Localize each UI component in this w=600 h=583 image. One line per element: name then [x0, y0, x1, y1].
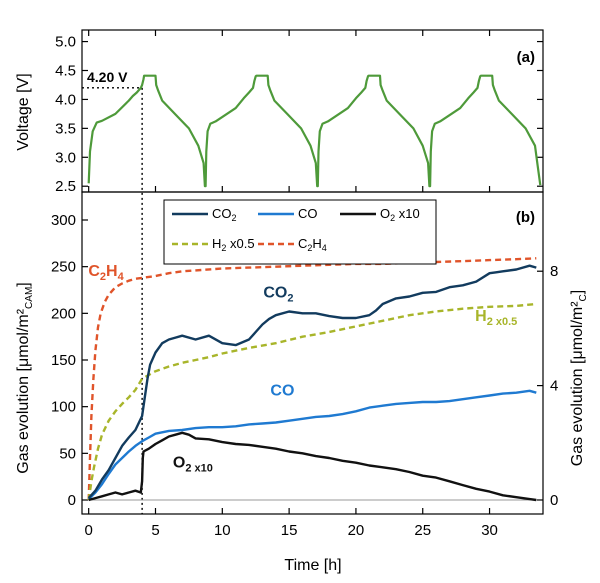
gas-ytick-label: 200 [51, 305, 76, 322]
legend-sub2: 4 [322, 243, 327, 253]
legend-label-co: CO [298, 206, 318, 221]
voltage-ytick-label: 4.5 [55, 63, 76, 80]
legend-sub: 2 [307, 243, 312, 253]
time-xtick-label: 30 [481, 522, 498, 539]
time-axis-title: Time [h] [284, 557, 341, 574]
time-xtick-label: 15 [281, 522, 298, 539]
gas-ytick-label: 0 [68, 492, 76, 509]
gas-carbon-axis-title: Gas evolution [μmol/m²C] [569, 290, 589, 467]
legend-label-c2h4: C2H4 [298, 236, 327, 253]
annotation-main: CO [270, 382, 294, 399]
time-xtick-label: 20 [348, 522, 365, 539]
voltage-ytick-label: 2.5 [55, 178, 76, 195]
time-xtick-label: 10 [214, 522, 231, 539]
gas-ytick-label: 300 [51, 212, 76, 229]
gas-carbon-ytick-label: 8 [550, 263, 558, 280]
legend-main: O [380, 206, 390, 221]
legend-label-h2: H2 x0.5 [212, 236, 255, 253]
annotation-h2: H2 x0.5 [475, 308, 517, 328]
legend-box [163, 199, 437, 265]
legend-suffix: x10 [395, 206, 420, 221]
annotation-c2h4: C2H4 [88, 263, 124, 283]
gas-ytick-label: 250 [51, 259, 76, 276]
series-line-co [87, 389, 537, 500]
annotation-mid: H [106, 263, 118, 280]
voltage-panel: 2.5 3.0 3.5 4.0 4.5 5.0 [55, 30, 543, 514]
series-line-co2 [87, 264, 537, 499]
annotation-sub: 2 x0.5 [487, 316, 518, 328]
voltage-panel-frame [81, 29, 544, 193]
series-line-h2 [87, 302, 537, 501]
gas-ytick-label: 50 [59, 445, 76, 462]
annotation-co2: CO2 [263, 284, 293, 304]
legend-sub: 2 [390, 213, 395, 223]
voltage-cutoff-label: 4.20 V [87, 69, 128, 85]
time-xtick-label: 0 [85, 522, 93, 539]
annotation-main: O [173, 454, 185, 471]
voltage-ytick-label: 5.0 [55, 34, 76, 51]
voltage-ytick-label: 3.0 [55, 149, 76, 166]
gas-axis-title: Gas evolution [μmol/m²CAM] [15, 282, 35, 474]
panel-label-b: (b) [516, 209, 535, 226]
legend-main: CO [212, 206, 232, 221]
panel-label-a: (a) [517, 49, 535, 66]
annotation-main: C [88, 263, 100, 280]
legend-label-co2: CO2 [212, 206, 237, 223]
annotation-sub: 2 [287, 292, 293, 304]
voltage-ytick-label: 4.0 [55, 91, 76, 108]
legend-main: C [298, 236, 307, 251]
annotation-sub: 2 x10 [185, 462, 213, 474]
legend-main: CO [298, 206, 318, 221]
series-line-o2 [88, 431, 537, 502]
voltage-series-line [87, 74, 542, 188]
annotation-co: CO [270, 382, 294, 399]
gas-panel-frame [81, 191, 544, 515]
annotation-sub: 2 [100, 271, 106, 283]
legend-mid: H [312, 236, 321, 251]
legend-sub: 2 [221, 243, 226, 253]
legend-main: H [212, 236, 221, 251]
gas-ytick-label: 150 [51, 352, 76, 369]
annotation-sub2: 4 [118, 271, 125, 283]
annotation-main: CO [263, 284, 287, 301]
time-xtick-label: 5 [151, 522, 159, 539]
annotation-main: H [475, 308, 487, 325]
gas-carbon-ytick-label: 0 [550, 492, 558, 509]
annotation-o2: O2 x10 [173, 454, 213, 474]
voltage-axis-title: Voltage [V] [15, 73, 32, 150]
legend-sub: 2 [232, 213, 237, 223]
voltage-ytick-label: 3.5 [55, 120, 76, 137]
series-line-c2h4 [87, 257, 537, 501]
time-xtick-label: 25 [414, 522, 431, 539]
gas-ytick-label: 100 [51, 399, 76, 416]
legend-suffix: x0.5 [226, 236, 254, 251]
legend-label-o2: O2 x10 [380, 206, 420, 223]
gas-carbon-ytick-label: 4 [550, 378, 558, 395]
